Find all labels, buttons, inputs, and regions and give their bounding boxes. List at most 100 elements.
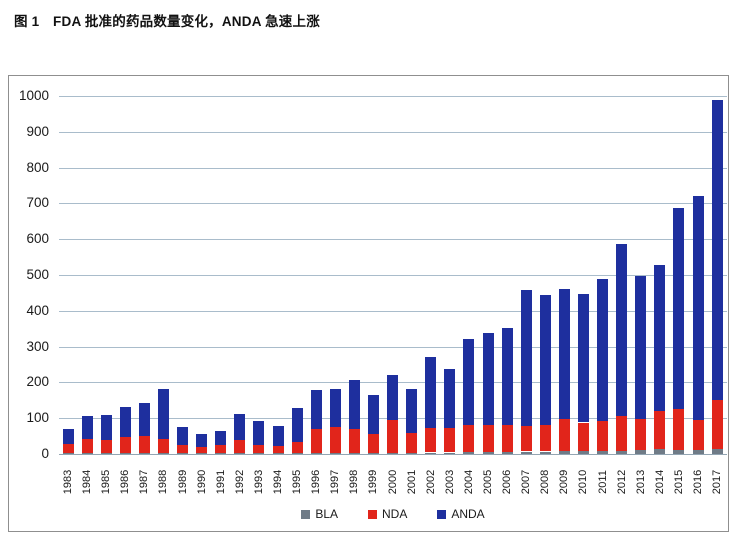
x-tick-label-2010: 2010	[577, 469, 590, 495]
bar-segment-bla-2015	[673, 449, 685, 454]
x-tick-label-1998: 1998	[348, 469, 361, 495]
bar-segment-bla-2011	[597, 451, 608, 454]
bar-segment-anda-1993	[253, 420, 265, 445]
bar-segment-anda-2004	[463, 338, 475, 426]
gridline-600	[59, 239, 727, 241]
x-tick-label-2009: 2009	[558, 469, 571, 495]
bar-segment-anda-1983	[62, 428, 74, 445]
x-axis-line	[59, 454, 727, 455]
bar-segment-bla-1990	[196, 453, 208, 455]
bar-segment-anda-2012	[616, 243, 628, 417]
bar-segment-bla-2010	[577, 451, 589, 454]
legend-item-nda: NDA	[368, 507, 407, 521]
x-tick-label-2007: 2007	[520, 469, 533, 495]
legend-label-nda: NDA	[382, 507, 408, 521]
bar-segment-nda-2013	[635, 418, 647, 450]
bar-segment-anda-2010	[577, 293, 589, 423]
bar-segment-anda-1987	[138, 403, 150, 436]
bar-segment-nda-1993	[253, 445, 265, 454]
x-tick-label-1989: 1989	[176, 469, 189, 495]
y-tick-label-200: 200	[26, 374, 49, 390]
x-tick-label-2012: 2012	[615, 469, 628, 495]
bar-segment-nda-1987	[138, 435, 150, 453]
x-tick-label-1995: 1995	[291, 469, 304, 495]
bar-segment-nda-2012	[616, 416, 628, 452]
bar-segment-anda-2003	[444, 368, 456, 429]
bar-segment-nda-2009	[558, 419, 570, 451]
legend-item-bla: BLA	[301, 507, 338, 521]
bar-segment-bla-2012	[616, 451, 628, 454]
bar-segment-nda-1998	[348, 428, 360, 453]
bar-segment-anda-2014	[654, 265, 666, 412]
legend: BLA NDA ANDA	[59, 507, 727, 521]
x-tick-label-2005: 2005	[482, 469, 494, 495]
bar-segment-anda-1991	[215, 431, 227, 446]
bar-segment-nda-1983	[62, 444, 74, 454]
bar-segment-anda-1995	[291, 408, 303, 442]
bar-segment-nda-1999	[367, 434, 379, 453]
bar-segment-nda-2011	[597, 421, 608, 452]
bar-segment-anda-1989	[177, 427, 188, 445]
x-tick-label-2001: 2001	[405, 469, 418, 495]
bar-segment-nda-2003	[444, 428, 456, 453]
legend-label-bla: BLA	[315, 507, 338, 521]
x-tick-label-1985: 1985	[100, 469, 113, 495]
bar-segment-anda-1999	[367, 394, 379, 434]
x-tick-label-1999: 1999	[367, 469, 380, 495]
bar-segment-anda-1985	[100, 415, 112, 440]
legend-label-anda: ANDA	[451, 507, 485, 521]
bar-segment-nda-2004	[463, 425, 475, 453]
x-tick-label-1991: 1991	[214, 469, 227, 495]
x-tick-label-1997: 1997	[329, 469, 342, 495]
legend-item-anda: ANDA	[437, 507, 485, 521]
bar-segment-anda-1990	[196, 434, 208, 447]
bar-segment-bla-1991	[215, 453, 227, 455]
x-tick-label-2002: 2002	[424, 469, 437, 495]
bar-segment-anda-2001	[406, 388, 418, 434]
bar-segment-nda-2001	[406, 433, 418, 453]
x-tick-label-1983: 1983	[62, 469, 74, 495]
x-tick-label-1990: 1990	[195, 469, 208, 495]
x-tick-label-2011: 2011	[596, 470, 609, 494]
y-tick-label-0: 0	[41, 446, 49, 461]
bar-segment-anda-1988	[158, 388, 169, 440]
y-tick-label-800: 800	[26, 159, 49, 175]
bar-segment-nda-1997	[329, 427, 341, 453]
bar-segment-nda-2007	[520, 425, 532, 452]
bar-segment-anda-2009	[558, 289, 570, 420]
x-tick-label-2014: 2014	[653, 469, 666, 495]
legend-swatch-nda	[368, 509, 377, 519]
bar-segment-anda-1996	[310, 389, 322, 429]
bar-segment-nda-2014	[654, 411, 666, 449]
bar-segment-bla-1985	[100, 453, 112, 455]
x-tick-label-2017: 2017	[711, 469, 724, 495]
x-tick-label-1988: 1988	[157, 469, 170, 495]
bar-segment-nda-1990	[196, 446, 208, 454]
bar-segment-bla-2003	[444, 452, 456, 454]
bar-segment-anda-2013	[635, 275, 647, 419]
x-tick-label-1984: 1984	[81, 469, 94, 495]
bar-segment-bla-1997	[329, 452, 341, 454]
bar-segment-nda-1995	[291, 441, 303, 454]
bar-segment-anda-2008	[539, 295, 551, 425]
bar-segment-bla-2005	[482, 452, 494, 454]
bar-segment-anda-1998	[348, 379, 360, 429]
bar-segment-anda-1986	[119, 406, 131, 438]
bar-segment-bla-2013	[635, 449, 647, 454]
x-tick-label-2013: 2013	[634, 469, 647, 495]
bar-segment-bla-2000	[387, 452, 398, 454]
x-tick-label-2003: 2003	[443, 469, 456, 495]
bar-segment-nda-1994	[272, 446, 284, 454]
bar-segment-nda-2006	[501, 424, 513, 452]
y-tick-label-900: 900	[26, 123, 49, 139]
bar-segment-anda-1984	[81, 416, 93, 439]
bar-segment-anda-2011	[597, 279, 608, 422]
bar-segment-bla-2002	[425, 452, 437, 454]
bar-segment-anda-2006	[501, 328, 513, 425]
bar-segment-anda-2000	[387, 374, 398, 420]
bar-segment-nda-2016	[692, 420, 704, 451]
gridline-1000	[59, 96, 727, 97]
bar-segment-anda-2016	[692, 196, 704, 420]
y-tick-label-600: 600	[26, 231, 49, 247]
bar-segment-anda-2007	[520, 290, 532, 426]
